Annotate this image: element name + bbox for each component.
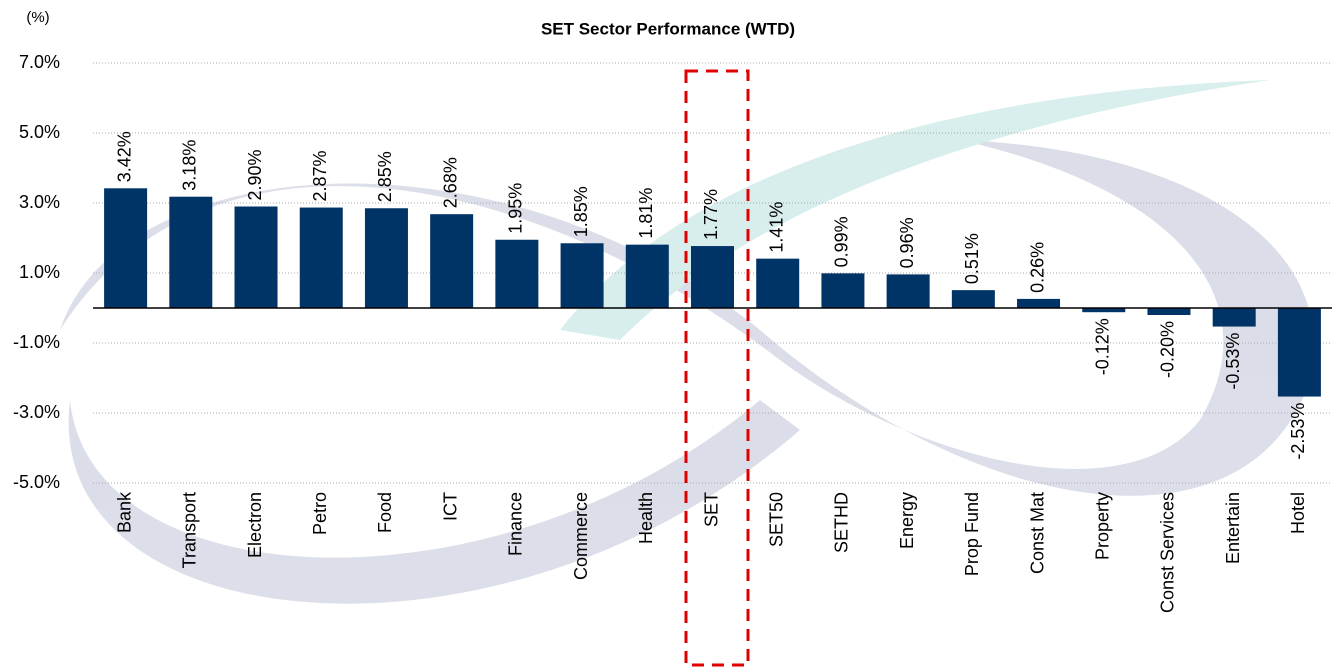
x-tick-label: Health (636, 492, 656, 544)
bar (756, 258, 800, 308)
bar (364, 208, 408, 308)
y-unit: (%) (26, 9, 49, 26)
value-label: 0.26% (1027, 242, 1047, 293)
bar (169, 196, 213, 308)
bar (951, 290, 995, 308)
y-tick-label: 7.0% (19, 52, 60, 72)
y-tick-label: 1.0% (19, 262, 60, 282)
bar (234, 206, 278, 308)
bar (1082, 308, 1126, 313)
bar (625, 244, 669, 308)
x-tick-label: SETHD (832, 492, 852, 553)
x-tick-label: Commerce (571, 492, 591, 580)
y-tick-label: -5.0% (13, 472, 60, 492)
bar (1277, 308, 1321, 397)
value-label: 0.99% (832, 216, 852, 267)
watermark (60, 80, 1315, 604)
highlight-box (684, 69, 750, 667)
value-label: -0.20% (1158, 321, 1178, 378)
chart-title: SET Sector Performance (WTD) (541, 19, 795, 38)
y-tick-label: -1.0% (13, 332, 60, 352)
value-label: -0.12% (1093, 318, 1113, 375)
x-tick-label: SET (701, 492, 721, 527)
y-tick-label: 5.0% (19, 122, 60, 142)
x-tick-label: Bank (114, 491, 134, 533)
x-tick-label: Property (1093, 492, 1113, 560)
x-tick-label: Hotel (1288, 492, 1308, 534)
value-label: -2.53% (1288, 403, 1308, 460)
x-tick-label: Const Services (1158, 492, 1178, 613)
bar (430, 214, 474, 308)
x-tick-label: Prop Fund (962, 492, 982, 576)
plot: 7.0% 5.0% 3.0% 1.0% -1.0% -3.0% -5.0% 3.42% Bank… (13, 52, 1332, 613)
bar (560, 243, 604, 308)
value-label: 3.18% (180, 140, 200, 191)
x-tick-label: Entertain (1223, 492, 1243, 564)
value-label: 1.77% (701, 189, 721, 240)
x-tick-label: Transport (180, 492, 200, 568)
x-tick-label: Petro (310, 492, 330, 535)
value-label: 1.81% (636, 188, 656, 239)
value-label: 1.41% (766, 202, 786, 253)
y-tick-label: -3.0% (13, 402, 60, 422)
y-tick-label: 3.0% (19, 192, 60, 212)
value-label: 2.85% (375, 151, 395, 202)
bar (821, 273, 865, 308)
bar (495, 239, 539, 308)
bar (1147, 308, 1191, 315)
x-tick-label: Electron (245, 492, 265, 558)
value-label: 2.87% (310, 151, 330, 202)
value-label: 1.95% (506, 183, 526, 234)
x-tick-label: Finance (506, 492, 526, 556)
value-label: 2.68% (440, 157, 460, 208)
bar (691, 246, 734, 308)
x-tick-label: Energy (897, 492, 917, 549)
value-label: 1.85% (571, 186, 591, 237)
x-tick-label: Const Mat (1027, 492, 1047, 574)
x-tick-label: Food (375, 492, 395, 533)
bar (104, 188, 148, 308)
value-label: 3.42% (114, 131, 134, 182)
x-tick-label: ICT (440, 492, 460, 521)
value-label: 0.51% (962, 233, 982, 284)
x-tick-label: SET50 (766, 492, 786, 547)
bar (1017, 298, 1061, 308)
value-label: 2.90% (245, 149, 265, 200)
value-label: 0.96% (897, 217, 917, 268)
bar (1212, 308, 1256, 327)
value-label: -0.53% (1223, 333, 1243, 390)
bar (886, 274, 930, 308)
bar (299, 207, 343, 308)
